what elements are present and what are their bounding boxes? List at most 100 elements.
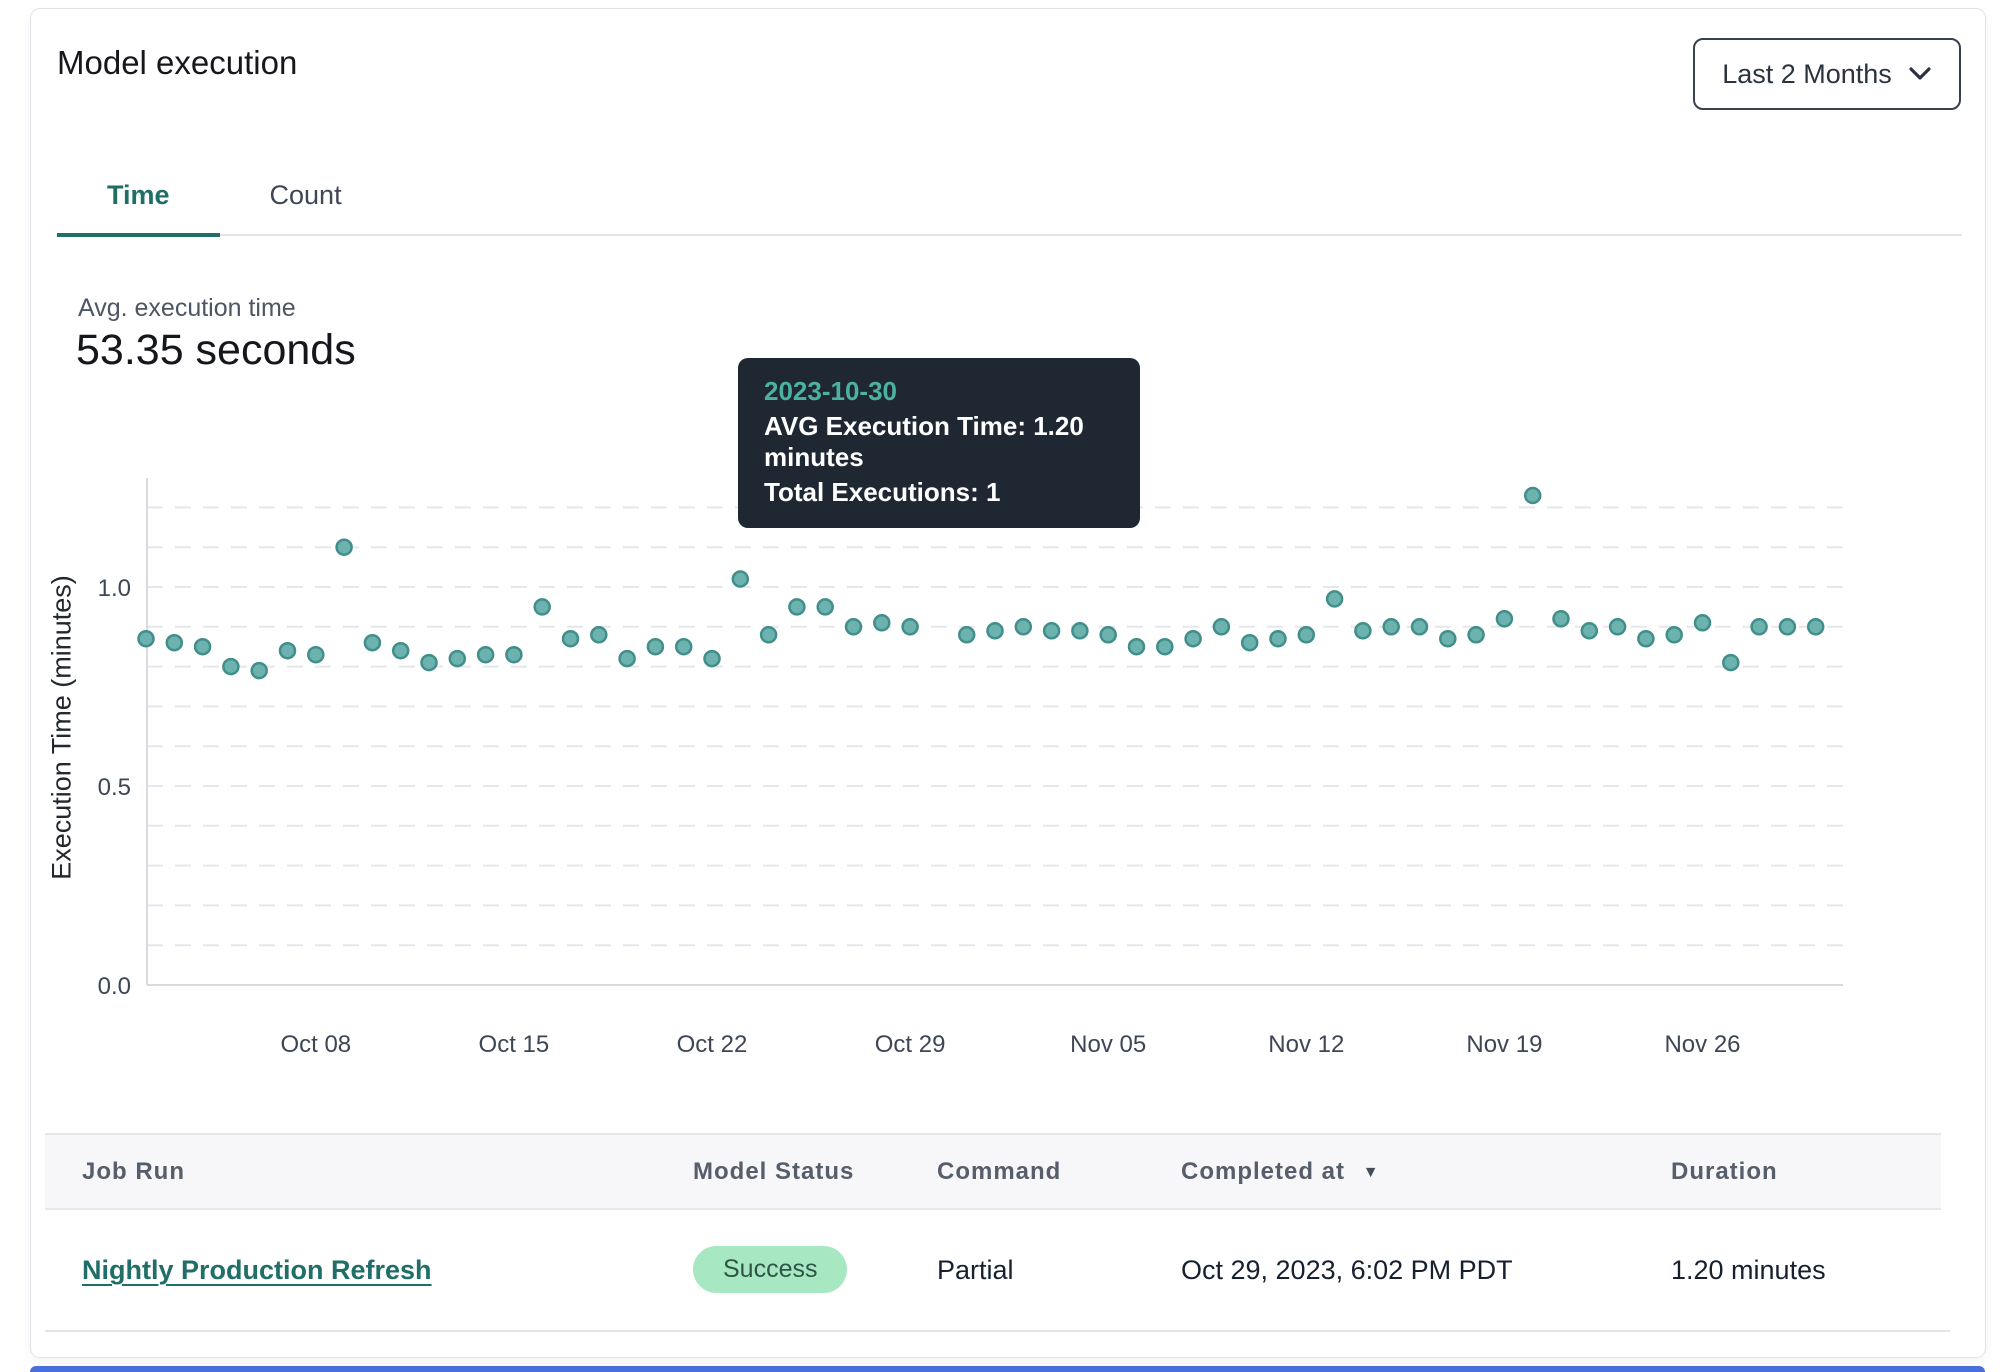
date-range-dropdown[interactable]: Last 2 Months [1693, 38, 1961, 110]
scatter-point[interactable] [363, 633, 382, 652]
scatter-point[interactable] [1354, 622, 1372, 640]
scatter-point[interactable] [1325, 590, 1344, 608]
scatter-point[interactable] [1297, 626, 1316, 644]
scatter-point[interactable] [193, 637, 212, 656]
column-header-command[interactable]: Command [937, 1135, 1061, 1208]
job-run-cell: Nightly Production Refresh [82, 1210, 432, 1330]
chevron-down-icon [1908, 66, 1932, 82]
scatter-point[interactable] [1608, 618, 1627, 636]
scatter-point[interactable] [1750, 618, 1768, 636]
scatter-point[interactable] [986, 622, 1004, 640]
column-label: Model Status [693, 1158, 855, 1185]
x-tick-label: Oct 15 [479, 1031, 550, 1058]
scatter-point[interactable] [1693, 614, 1712, 632]
scatter-point[interactable] [590, 626, 608, 644]
avg-execution-time-value: 53.35 seconds [76, 326, 356, 374]
scatter-point[interactable] [1637, 629, 1655, 648]
y-tick-label: 0.5 [98, 774, 131, 801]
scatter-point[interactable] [703, 649, 721, 668]
scatter-point[interactable] [618, 649, 636, 668]
scatter-point[interactable] [476, 645, 495, 664]
column-header-job-run[interactable]: Job Run [82, 1135, 185, 1208]
column-header-completed-at[interactable]: Completed at ▼ [1181, 1135, 1380, 1208]
scatter-point[interactable] [222, 657, 240, 676]
x-tick-label: Oct 22 [677, 1031, 748, 1058]
execution-time-scatter-chart: 0.0 0.5 1.0 Oct 08 Oct 15 Oct 22 Oct 29 Nov 05 N… [98, 478, 1843, 1058]
scatter-point[interactable] [1410, 618, 1429, 636]
column-label: Command [937, 1158, 1062, 1185]
scatter-point[interactable] [1240, 633, 1259, 652]
scatter-point[interactable] [759, 626, 778, 644]
scatter-point[interactable] [533, 598, 551, 616]
scatter-point[interactable] [1439, 629, 1457, 648]
date-range-label: Last 2 Months [1722, 58, 1892, 89]
scatter-point[interactable] [250, 661, 268, 680]
scatter-point[interactable] [1467, 626, 1485, 644]
scatter-point[interactable] [1523, 486, 1542, 505]
next-section-top-edge [30, 1366, 1985, 1372]
scatter-point[interactable] [1580, 622, 1599, 640]
scatter-point[interactable] [731, 570, 750, 588]
y-tick-label: 1.0 [98, 575, 131, 602]
column-label: Job Run [82, 1158, 185, 1185]
scatter-point[interactable] [505, 645, 523, 664]
scatter-point[interactable] [674, 637, 693, 656]
page-title: Model execution [57, 44, 298, 81]
scatter-point[interactable] [561, 629, 580, 648]
scatter-point[interactable] [335, 538, 353, 556]
scatter-point[interactable] [1212, 618, 1231, 636]
table-row: Nightly Production Refresh Success Parti… [45, 1210, 1941, 1330]
status-badge: Success [693, 1246, 848, 1293]
scatter-point[interactable] [137, 629, 155, 648]
scatter-point[interactable] [278, 641, 297, 660]
scatter-point[interactable] [1778, 618, 1797, 636]
scatter-point[interactable] [1127, 637, 1146, 656]
scatter-point[interactable] [1156, 637, 1174, 656]
scatter-point[interactable] [1382, 618, 1400, 636]
scatter-point[interactable] [1184, 629, 1202, 648]
tooltip-avg-time: AVG Execution Time: 1.20 minutes [764, 411, 1084, 472]
scatter-point[interactable] [1722, 653, 1740, 672]
row-divider [45, 1330, 1950, 1332]
tooltip-total-executions: Total Executions: 1 [764, 477, 1001, 507]
sort-desc-icon: ▼ [1362, 1164, 1380, 1181]
scatter-point[interactable] [165, 633, 184, 652]
scatter-point[interactable] [816, 598, 834, 616]
scatter-point[interactable] [448, 649, 467, 668]
tooltip-date: 2023-10-30 [764, 376, 897, 406]
y-tick-label: 0.0 [98, 973, 131, 1000]
x-tick-label: Nov 26 [1664, 1031, 1740, 1058]
completed-at-cell: Oct 29, 2023, 6:02 PM PDT [1181, 1255, 1513, 1285]
scatter-point[interactable] [307, 645, 325, 664]
scatter-point[interactable] [844, 618, 863, 636]
command-cell: Partial [937, 1255, 1014, 1285]
column-header-model-status[interactable]: Model Status [693, 1135, 854, 1208]
scatter-point[interactable] [1269, 629, 1287, 648]
tab-count[interactable]: Count [269, 180, 342, 210]
scatter-point[interactable] [1552, 610, 1570, 628]
scatter-point[interactable] [1665, 626, 1683, 644]
chart-tooltip: 2023-10-30 AVG Execution Time: 1.20 minu… [738, 358, 1140, 528]
scatter-point[interactable] [1042, 622, 1061, 640]
column-header-duration[interactable]: Duration [1671, 1135, 1778, 1208]
scatter-point[interactable] [901, 618, 919, 636]
scatter-point[interactable] [788, 598, 806, 616]
scatter-point[interactable] [646, 637, 665, 656]
scatter-point[interactable] [1071, 622, 1089, 640]
scatter-point[interactable] [420, 653, 438, 672]
x-tick-label: Oct 29 [875, 1031, 946, 1058]
tab-time[interactable]: Time [57, 164, 220, 237]
scatter-point[interactable] [873, 614, 891, 632]
scatter-point[interactable] [1806, 618, 1825, 636]
table-header: Job Run Model Status Command Completed a… [45, 1133, 1941, 1210]
scatter-point[interactable] [1099, 626, 1117, 644]
x-tick-label: Nov 12 [1268, 1031, 1344, 1058]
x-tick-label: Nov 19 [1466, 1031, 1542, 1058]
scatter-point[interactable] [957, 626, 976, 644]
job-run-link[interactable]: Nightly Production Refresh [82, 1255, 432, 1285]
scatter-point[interactable] [391, 641, 410, 660]
scatter-point[interactable] [1495, 610, 1514, 628]
scatter-point[interactable] [1014, 618, 1033, 636]
x-tick-label: Oct 08 [280, 1031, 351, 1058]
